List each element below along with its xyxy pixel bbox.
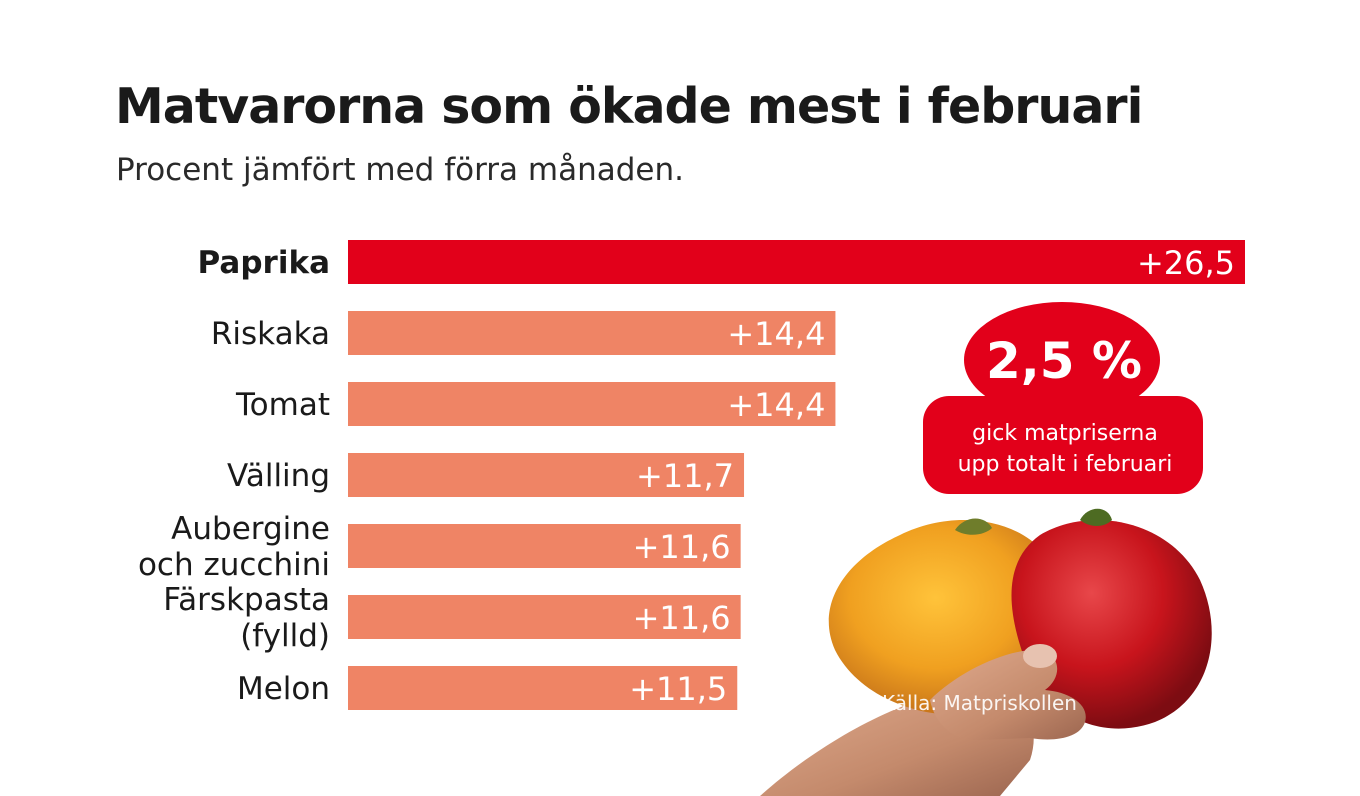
red-pepper-stem <box>1080 508 1112 526</box>
category-label: Aubergine <box>171 511 330 547</box>
bar <box>348 453 745 497</box>
category-label: Paprika <box>198 245 330 281</box>
bar <box>348 595 741 639</box>
category-label: Färskpasta <box>163 582 330 618</box>
chart-title: Matvarorna som ökade mest i februari <box>115 78 1143 135</box>
category-label: Tomat <box>235 387 330 423</box>
callout-text-line: gick matpriserna <box>972 421 1158 446</box>
category-label: Melon <box>237 671 330 707</box>
bar-value-label: +11,5 <box>629 670 727 708</box>
yellow-pepper-stem <box>955 518 992 535</box>
thumbnail-shape <box>1023 644 1057 668</box>
callout-value: 2,5 % <box>986 332 1142 390</box>
category-label: och zucchini <box>138 547 330 583</box>
bar <box>348 311 836 355</box>
callout-text-line: upp totalt i februari <box>958 452 1173 477</box>
category-label: Riskaka <box>211 316 330 352</box>
bar <box>348 382 836 426</box>
bars-group: +26,5 Paprika +14,4 Riskaka +14,4 Tomat +11,7 V… <box>138 240 1245 710</box>
category-label: (fylld) <box>240 618 330 654</box>
callout: 2,5 % gick matpriserna upp totalt i febr… <box>923 302 1203 494</box>
bar-value-label: +14,4 <box>727 315 825 353</box>
bar-value-label: +11,6 <box>633 599 731 637</box>
source-label: Källa: Matpriskollen <box>882 691 1077 715</box>
category-label: Välling <box>227 458 330 494</box>
peppers-photo <box>760 508 1212 796</box>
callout-box <box>923 396 1203 494</box>
red-pepper-shape <box>1011 520 1212 729</box>
bar <box>348 666 738 710</box>
bar <box>348 240 1245 284</box>
bar <box>348 524 741 568</box>
chart-subtitle: Procent jämfört med förra månaden. <box>116 152 684 188</box>
hand-shape <box>930 649 1086 741</box>
bar-value-label: +14,4 <box>727 386 825 424</box>
bar-value-label: +11,7 <box>636 457 734 495</box>
callout-bubble <box>964 302 1160 418</box>
bar-value-label: +11,6 <box>633 528 731 566</box>
bar-value-label: +26,5 <box>1137 244 1235 282</box>
